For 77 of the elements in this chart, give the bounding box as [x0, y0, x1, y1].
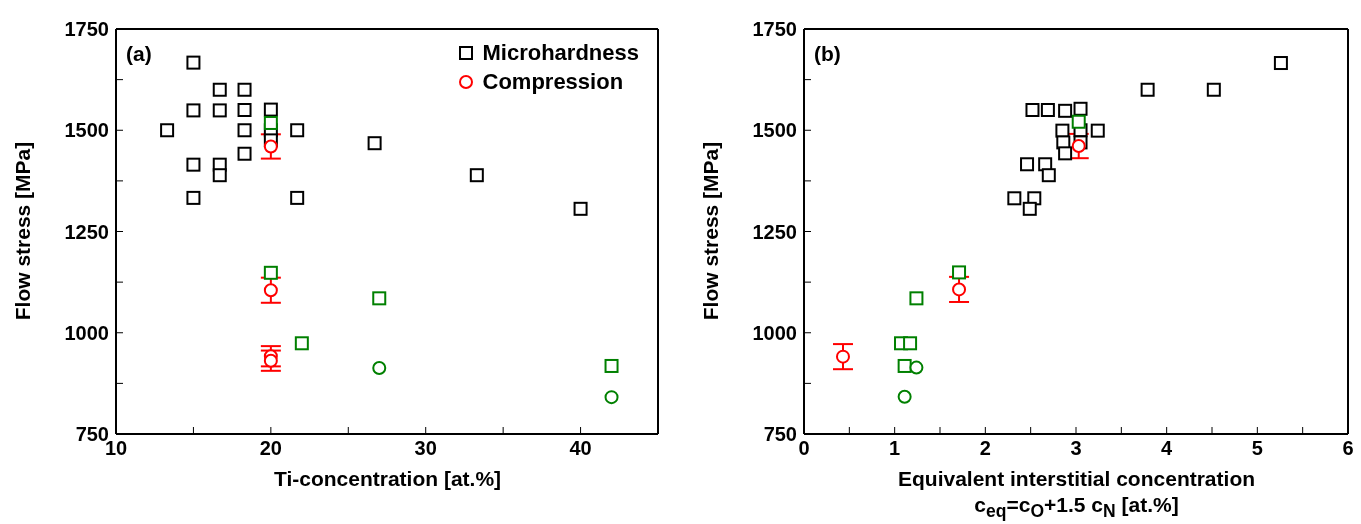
point — [237, 146, 252, 161]
point — [1090, 123, 1105, 138]
y-tick-label: 1000 — [64, 321, 109, 344]
point — [835, 349, 850, 364]
point — [903, 336, 918, 351]
point — [469, 168, 484, 183]
point — [1007, 191, 1022, 206]
x-tick-label: 30 — [414, 437, 437, 460]
point — [186, 103, 201, 118]
x-tick-label: 20 — [259, 437, 282, 460]
point — [909, 360, 924, 375]
y-tick-label: 1500 — [752, 119, 797, 142]
legend-label: Microhardness — [482, 39, 639, 66]
point — [263, 265, 278, 280]
x-tick-label: 4 — [1161, 437, 1174, 460]
point — [263, 139, 278, 154]
point — [1020, 157, 1035, 172]
point — [290, 123, 305, 138]
y-tick-label: 1250 — [64, 220, 109, 243]
point — [1022, 201, 1037, 216]
annotation: (b) — [814, 42, 841, 66]
point — [1058, 146, 1073, 161]
point — [1273, 56, 1288, 71]
legend-label: Compression — [482, 68, 624, 95]
point — [367, 136, 382, 151]
point — [186, 157, 201, 172]
point — [952, 265, 967, 280]
y-tick-label: 1750 — [752, 18, 797, 41]
y-tick-label: 1000 — [752, 321, 797, 344]
point — [212, 103, 227, 118]
point — [604, 390, 619, 405]
point — [1025, 103, 1040, 117]
point — [186, 55, 201, 70]
x-tick-label: 2 — [979, 437, 991, 460]
point — [212, 82, 227, 97]
y-tick-label: 1750 — [64, 18, 109, 41]
x-axis-title: Ti-concentration [at.%] — [273, 466, 502, 492]
point — [263, 115, 278, 130]
point — [897, 358, 912, 373]
x-tick-label: 5 — [1251, 437, 1263, 460]
y-tick-label: 1250 — [752, 220, 797, 243]
point — [237, 123, 252, 138]
point — [897, 389, 912, 404]
point — [290, 190, 305, 205]
annotation: (a) — [126, 42, 152, 66]
point — [372, 291, 387, 306]
point — [212, 168, 227, 183]
point — [237, 82, 252, 97]
x-tick-label: 40 — [569, 437, 592, 460]
point — [372, 360, 387, 375]
y-tick-label: 1500 — [64, 119, 109, 142]
point — [1073, 101, 1088, 116]
point — [294, 336, 309, 351]
y-tick-label: 750 — [763, 423, 797, 446]
point — [263, 102, 278, 117]
y-axis-title: Flow stress [MPa] — [699, 141, 723, 321]
point — [1140, 82, 1155, 97]
point — [160, 123, 175, 138]
point — [909, 291, 924, 306]
y-axis-title: Flow stress [MPa] — [11, 141, 35, 321]
x-tick-label: 1 — [889, 437, 901, 460]
x-tick-label: 3 — [1070, 437, 1082, 460]
point — [237, 103, 252, 117]
point — [1206, 82, 1221, 97]
point — [952, 282, 967, 297]
x-axis-title: Equivalent interstitial concentration c$_{eq}$=c$_{O}$+1.5 c$_{N}$ [at.%] — [896, 466, 1257, 524]
point — [186, 190, 201, 205]
point — [263, 283, 278, 298]
point — [1071, 139, 1086, 154]
point — [1058, 103, 1073, 118]
point — [1071, 114, 1086, 129]
x-tick-label: 0 — [798, 437, 810, 460]
point — [1040, 103, 1055, 117]
point — [573, 201, 588, 216]
x-tick-label: 6 — [1342, 437, 1354, 460]
point — [604, 358, 619, 373]
point — [1041, 168, 1056, 183]
